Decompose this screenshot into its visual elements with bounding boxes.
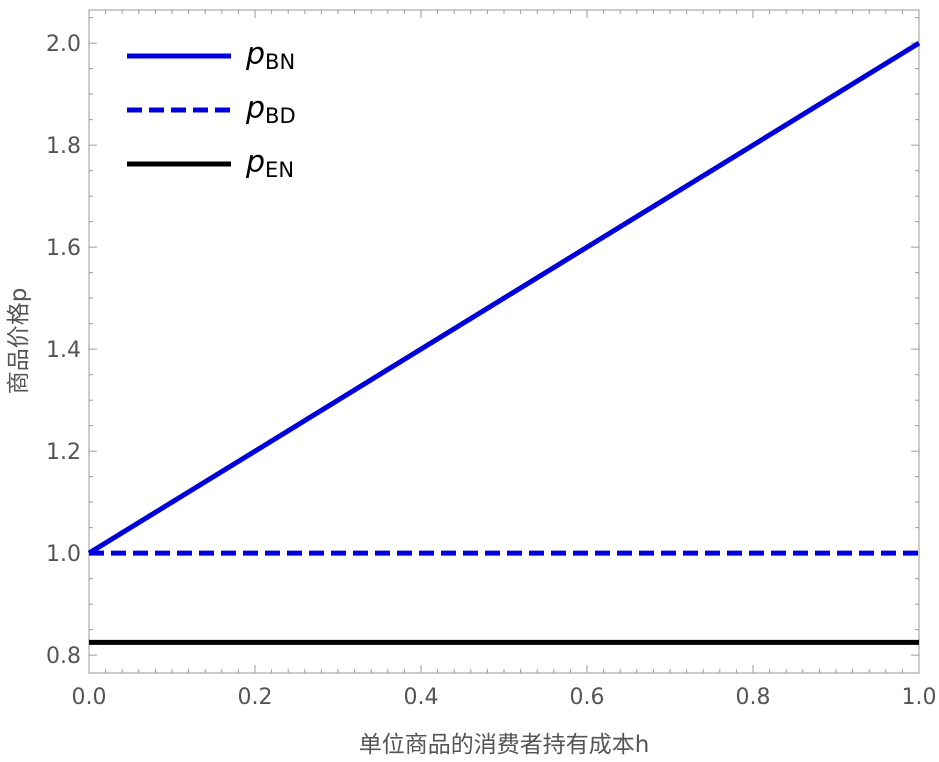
x-tick-label: 1.0	[902, 685, 937, 710]
series-line-bn	[87, 41, 921, 556]
x-tick-label: 0.4	[404, 685, 439, 710]
x-tick-label: 0.0	[72, 685, 107, 710]
legend-label-bn: pBN	[245, 37, 295, 74]
y-tick-label: 0.8	[46, 644, 81, 669]
y-tick-label: 2.0	[46, 32, 81, 57]
plot-frame	[88, 9, 920, 674]
x-tick-label: 0.8	[736, 685, 771, 710]
y-axis-title: 商品价格p	[6, 288, 32, 395]
y-tick-label: 1.8	[46, 134, 81, 159]
legend-label-bd: pBD	[245, 91, 296, 128]
legend-label-en: pEN	[245, 145, 294, 182]
y-tick-label: 1.4	[46, 338, 81, 363]
y-tick-label: 1.6	[46, 236, 81, 261]
y-tick-label: 1.2	[46, 440, 81, 465]
y-tick-label: 1.0	[46, 542, 81, 567]
x-tick-label: 0.2	[238, 685, 273, 710]
x-tick-label: 0.6	[570, 685, 605, 710]
x-axis-title: 单位商品的消费者持有成本h	[359, 732, 650, 758]
